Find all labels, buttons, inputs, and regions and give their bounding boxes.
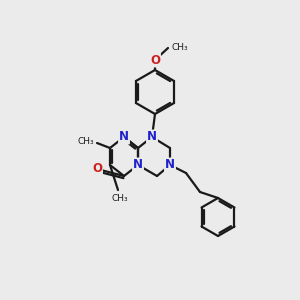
Text: N: N bbox=[133, 158, 143, 172]
Text: CH₃: CH₃ bbox=[171, 44, 188, 52]
Text: O: O bbox=[92, 163, 102, 176]
Text: N: N bbox=[147, 130, 157, 143]
Text: CH₃: CH₃ bbox=[77, 137, 94, 146]
Text: O: O bbox=[150, 53, 160, 67]
Text: N: N bbox=[119, 130, 129, 143]
Text: CH₃: CH₃ bbox=[112, 194, 128, 203]
Text: N: N bbox=[165, 158, 175, 172]
